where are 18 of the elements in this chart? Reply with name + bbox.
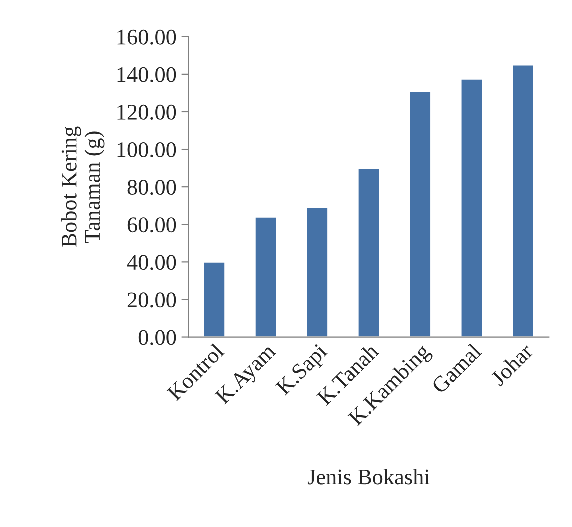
bar	[254, 216, 278, 338]
y-tick-label: 160.00	[118, 30, 176, 45]
y-tick-label: 120.00	[118, 104, 176, 120]
y-tick-label: 40.00	[127, 255, 176, 270]
bar	[357, 168, 380, 338]
y-tick-label: 0.00	[138, 330, 176, 346]
y-tick-label: 20.00	[128, 292, 176, 308]
x-axis-title: Jenis Bokashi	[308, 469, 430, 485]
bar	[408, 90, 432, 338]
bar	[306, 207, 329, 338]
y-axis-title: Bobot Kering Tanaman (g)	[61, 126, 105, 248]
y-tick-label: 100.00	[118, 142, 176, 158]
bar	[460, 78, 484, 338]
bar	[512, 64, 535, 338]
y-tick-label: 60.00	[128, 218, 176, 233]
y-tick-label: 80.00	[128, 180, 176, 196]
bar	[202, 261, 226, 338]
y-tick-label: 140.00	[118, 67, 176, 82]
